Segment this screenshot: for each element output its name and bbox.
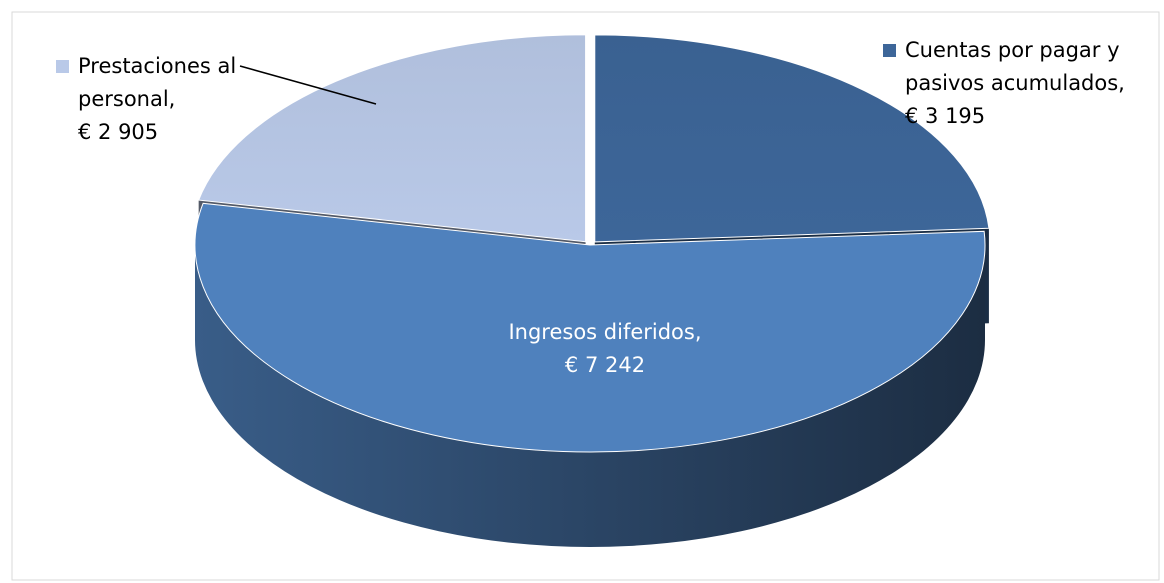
slice (194, 202, 986, 453)
data-label-name: Cuentas por pagar y pasivos acumulados, (905, 38, 1125, 95)
slice-wall (195, 245, 985, 547)
data-label-value: € 2 905 (78, 120, 159, 144)
data-label-name: Ingresos diferidos, (508, 320, 702, 344)
legend-key (56, 60, 69, 73)
data-label: Cuentas por pagar y pasivos acumulados, €… (905, 34, 1155, 133)
legend-key (883, 44, 896, 57)
slice (594, 34, 990, 243)
data-label-name: Prestaciones al personal, (78, 54, 237, 111)
chart-frame (11, 11, 1160, 581)
slice (197, 34, 587, 243)
data-label-value: € 7 242 (564, 353, 646, 377)
data-label: Prestaciones al personal, € 2 905 (78, 50, 263, 149)
data-label: Ingresos diferidos, € 7 242 (470, 316, 740, 382)
data-label-value: € 3 195 (905, 104, 986, 128)
leader-line (239, 65, 377, 105)
